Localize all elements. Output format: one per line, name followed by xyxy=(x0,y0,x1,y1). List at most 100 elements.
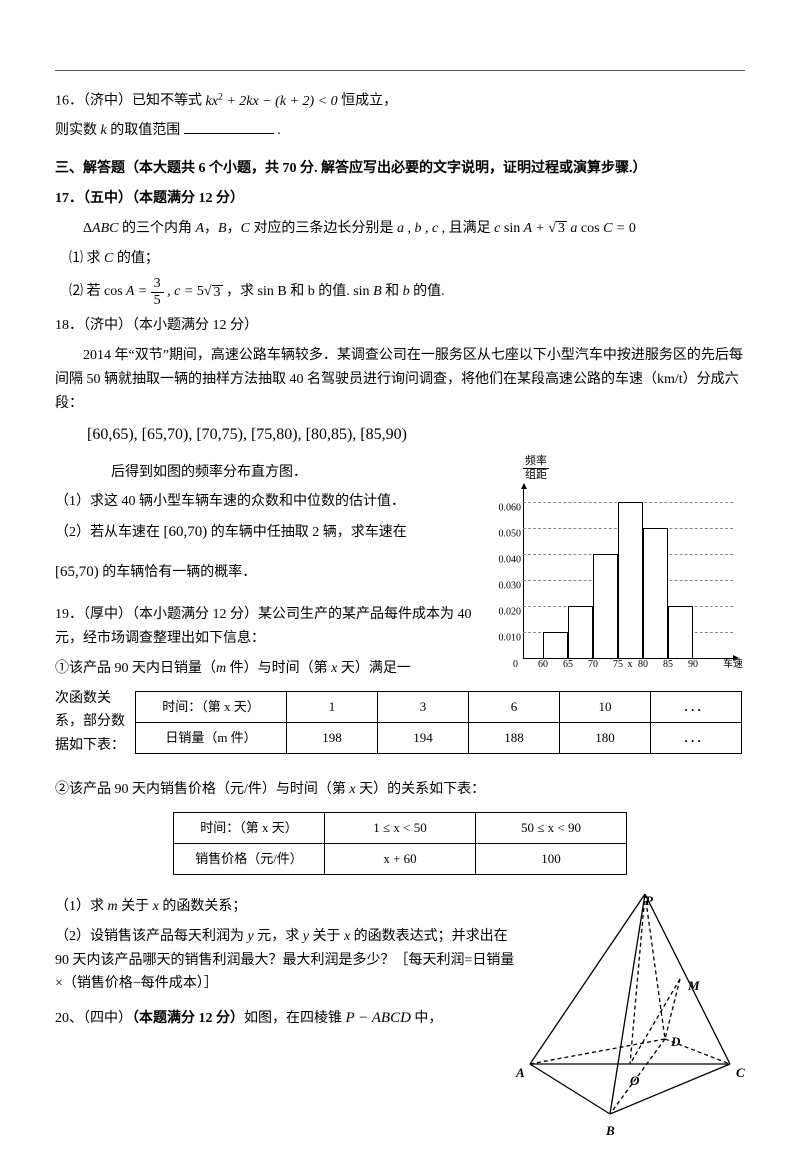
q18-row: 后得到如图的频率分布直方图． （1）求这 40 辆小型车辆车速的众数和中位数的估… xyxy=(55,455,745,687)
pyramid-label-C: C xyxy=(736,1062,745,1084)
hist-ytick: 0.030 xyxy=(487,578,521,595)
table-row: 日销量（m 件）198194188180．．． xyxy=(136,722,742,753)
q16-expr: kx2 + 2kx − (k + 2) < 0 xyxy=(206,94,338,109)
q18-p2b: 的车辆中任抽取 2 辆，求车速在 xyxy=(211,525,407,540)
q16-line1: 16．（济中）已知不等式 kx2 + 2kx − (k + 2) < 0 恒成立… xyxy=(55,89,745,113)
hist-xtick: 70 xyxy=(588,656,598,673)
q19-table1-row: 次函数关系，部分数据如下表： 时间：（第 x 天）13610．．．日销量（m 件… xyxy=(55,687,745,758)
q16-period: . xyxy=(277,123,281,138)
q19-t2-cell: 销售价格（元/件） xyxy=(174,843,325,874)
pyramid-label-P: P xyxy=(645,890,653,912)
q19-t2-cell: 时间：（第 x 天） xyxy=(174,812,325,843)
hist-ylabel-top: 频率 xyxy=(523,455,549,469)
q19-q20-row: （1）求 m 关于 x 的函数关系； （2）设销售该产品每天利润为 y 元，求 … xyxy=(55,889,745,1129)
hist-xtick: 85 xyxy=(663,656,673,673)
hist-bar xyxy=(593,554,618,659)
hist-ylabel-bot: 组距 xyxy=(523,469,549,482)
pyramid-label-A: A xyxy=(516,1062,525,1084)
q19-t2-cell: 100 xyxy=(476,843,627,874)
q18-title: 18．（济中）（本小题满分 12 分） xyxy=(55,314,745,338)
q20-title: 20、（四中）（本题满分 12 分）如图，在四棱锥 P − ABCD 中， xyxy=(55,1006,515,1032)
q17-part1: ⑴ 求 C 的值； xyxy=(55,247,745,271)
table-row: 销售价格（元/件）x + 60100 xyxy=(174,843,627,874)
q18-p2a: （2）若从车速在 xyxy=(55,525,160,540)
q19-t1-cell: 1 xyxy=(287,691,378,722)
hist-xtick: x xyxy=(628,656,633,673)
q17-frac-num: 3 xyxy=(151,276,164,292)
hist-bar xyxy=(643,528,668,659)
hist-xtick: 75 xyxy=(613,656,623,673)
q18-part1: （1）求这 40 辆小型车辆车速的众数和中位数的估计值． xyxy=(55,490,485,514)
hist-xlabel: 车速 xyxy=(723,656,743,673)
hist-xtick: 60 xyxy=(538,656,548,673)
table-row: 时间：（第 x 天）1 ≤ x < 5050 ≤ x < 90 xyxy=(174,812,627,843)
hist-xtick: 90 xyxy=(688,656,698,673)
pyramid-label-D: D xyxy=(671,1031,680,1053)
q17-frac-den: 5 xyxy=(151,293,164,308)
q17-frac: 3 5 xyxy=(151,276,164,308)
hist-ytick: 0.040 xyxy=(487,551,521,568)
q16-l2c: 的取值范围 xyxy=(110,123,180,138)
q17-sqrt3b: 3 xyxy=(212,285,223,300)
q19-table2: 时间：（第 x 天）1 ≤ x < 5050 ≤ x < 90销售价格（元/件）… xyxy=(173,812,627,875)
q16-l2a: 则实数 xyxy=(55,123,97,138)
section3-heading: 三、解答题（本大题共 6 个小题，共 70 分. 解答应写出必要的文字说明，证明… xyxy=(55,157,745,181)
q19-t1-cell: 3 xyxy=(378,691,469,722)
hist-bar xyxy=(618,502,643,659)
hist-ytick: 0.010 xyxy=(487,630,521,647)
q18-p3b: 的车辆恰有一辆的概率． xyxy=(102,565,256,580)
pyramid-figure: PABCDOM xyxy=(515,889,745,1129)
q18-para2: 后得到如图的频率分布直方图． xyxy=(55,461,485,485)
q17-part2: ⑵ 若 cos A = 3 5 , c = 5√3 ，求 sin B 和 b 的… xyxy=(55,276,745,308)
q19-t1-cell: 日销量（m 件） xyxy=(136,722,287,753)
q18-part3: [65,70) 的车辆恰有一辆的概率． xyxy=(55,560,485,586)
q19-cond1: ①该产品 90 天内日销量（m 件）与时间（第 x 天）满足一 xyxy=(55,657,485,681)
q17-title: 17．（五中）（本题满分 12 分） xyxy=(55,187,745,211)
q19-t1-cell: 198 xyxy=(287,722,378,753)
q18-para1: 2014 年“双节”期间，高速公路车辆较多．某调查公司在一服务区从七座以下小型汽… xyxy=(55,344,745,415)
q17-sqrt3a: 3 xyxy=(556,221,567,236)
q16-suffix: 恒成立， xyxy=(341,94,397,109)
q19-sidetext: 次函数关系，部分数据如下表： xyxy=(55,687,125,758)
hist-origin: 0 xyxy=(513,656,518,673)
q19-t1-cell: 10 xyxy=(560,691,651,722)
q19-t1-cell: 188 xyxy=(469,722,560,753)
q19-t2-cell: 1 ≤ x < 50 xyxy=(325,812,476,843)
q17-given: ΔABC 的三个内角 A，B，C 对应的三条边长分别是 a , b , c , … xyxy=(55,217,745,241)
q18-intervals: [60,65), [65,70), [70,75), [75,80), [80,… xyxy=(55,421,745,448)
q16-blank xyxy=(184,119,274,134)
q18-part2: （2）若从车速在 [60,70) 的车辆中任抽取 2 辆，求车速在 xyxy=(55,520,485,546)
histogram-ylabel: 频率 组距 xyxy=(523,455,549,482)
hist-xtick: 65 xyxy=(563,656,573,673)
q17-p2c: ，求 sin B 和 b 的值. xyxy=(226,285,350,300)
q19-t1-cell: 6 xyxy=(469,691,560,722)
hist-bar xyxy=(668,606,693,658)
q19-cond2: ②该产品 90 天内销售价格（元/件）与时间（第 x 天）的关系如下表： xyxy=(55,778,745,802)
q19-title: 19．（厚中）（本小题满分 12 分）某公司生产的某产品每件成本为 40 元，经… xyxy=(55,603,485,651)
q19-t1-cell: 180 xyxy=(560,722,651,753)
table-row: 时间：（第 x 天）13610．．． xyxy=(136,691,742,722)
q19-table1: 时间：（第 x 天）13610．．．日销量（m 件）198194188180．．… xyxy=(135,691,742,754)
pyramid-label-M: M xyxy=(688,975,700,997)
hist-ytick: 0.060 xyxy=(487,499,521,516)
q16-var-k: k xyxy=(101,123,107,138)
q17-p2a: ⑵ 若 xyxy=(69,285,101,300)
histogram-figure: 频率 组距 0 车速 0.0100.0200.0300.0400.0500.06… xyxy=(485,455,745,685)
pyramid-label-O: O xyxy=(630,1070,639,1092)
q19-t2-cell: x + 60 xyxy=(325,843,476,874)
q16-prefix: 16．（济中）已知不等式 xyxy=(55,94,202,109)
hist-ytick: 0.050 xyxy=(487,525,521,542)
q19-t1-cell: 时间：（第 x 天） xyxy=(136,691,287,722)
q19-t2-cell: 50 ≤ x < 90 xyxy=(476,812,627,843)
q19-q20-text: （1）求 m 关于 x 的函数关系； （2）设销售该产品每天利润为 y 元，求 … xyxy=(55,889,515,1038)
q16-line2: 则实数 k 的取值范围 . xyxy=(55,119,745,143)
hist-xtick: 80 xyxy=(638,656,648,673)
hist-bar xyxy=(568,606,593,658)
q18-text-col: 后得到如图的频率分布直方图． （1）求这 40 辆小型车辆车速的众数和中位数的估… xyxy=(55,455,485,687)
q19-t1-cell: ．．． xyxy=(651,691,742,722)
pyramid-label-B: B xyxy=(606,1120,615,1142)
q19-t1-cell: ．．． xyxy=(651,722,742,753)
q19-part1: （1）求 m 关于 x 的函数关系； xyxy=(55,895,515,919)
page-top-rule xyxy=(55,70,745,71)
q19-t1-cell: 194 xyxy=(378,722,469,753)
